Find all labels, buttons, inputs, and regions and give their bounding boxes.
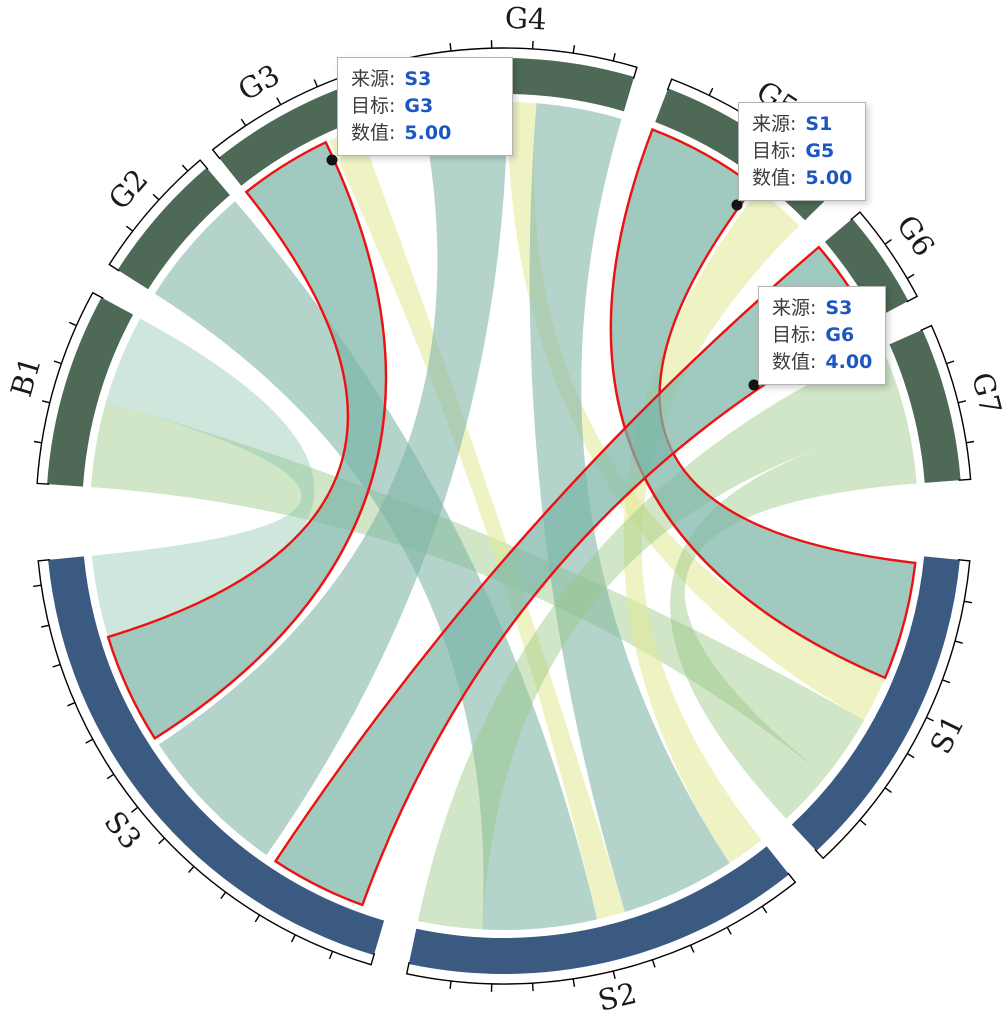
segment-arc-S1[interactable] xyxy=(791,556,960,851)
segment-arc-G7[interactable] xyxy=(889,329,961,483)
segment-label-S3: S3 xyxy=(98,805,149,856)
tooltip-value-label: 数值: xyxy=(351,122,396,144)
tooltip-value-value: 4.00 xyxy=(825,351,873,373)
tooltip-value-label: 数值: xyxy=(772,351,817,373)
segment-label-S2: S2 xyxy=(595,976,640,1018)
segment-label-G7: G7 xyxy=(965,369,1008,418)
segment-axis-G2 xyxy=(108,159,209,272)
tooltip-anchor-dot xyxy=(326,154,338,166)
tooltip-s1-g5: 来源: S1 目标: G5 数值: 5.00 xyxy=(738,102,867,201)
segment-axis-S3 xyxy=(33,559,376,966)
tooltip-source-value: S1 xyxy=(805,113,833,135)
tooltip-row: 来源: S1 xyxy=(752,111,852,138)
segment-axis-G6 xyxy=(850,211,919,303)
tooltip-row: 数值: 5.00 xyxy=(752,165,852,192)
segment-arc-G3[interactable] xyxy=(218,87,357,186)
tooltip-source-label: 来源: xyxy=(752,113,797,135)
ribbon-S3-B1[interactable] xyxy=(91,318,315,638)
tooltip-row: 数值: 4.00 xyxy=(772,349,872,376)
tooltip-s3-g3: 来源: S3 目标: G3 数值: 5.00 xyxy=(337,57,513,156)
ribbon-S2-G3[interactable] xyxy=(329,128,625,920)
segment-arc-S2[interactable] xyxy=(408,846,790,974)
tooltip-anchor-dot xyxy=(731,199,743,211)
tooltip-value-label: 数值: xyxy=(752,167,797,189)
tooltip-row: 目标: G3 xyxy=(351,93,499,120)
ribbon-S3-G6[interactable] xyxy=(273,245,872,907)
tooltip-row: 目标: G5 xyxy=(752,138,852,165)
segment-arc-G2[interactable] xyxy=(117,167,230,290)
segment-axis-S1 xyxy=(814,559,973,860)
segment-label-G3: G3 xyxy=(232,58,285,108)
ribbon-S2-G2[interactable] xyxy=(154,201,598,930)
ribbon-S2-G4[interactable] xyxy=(529,103,730,912)
tooltip-source-value: S3 xyxy=(825,297,853,319)
tooltip-value-value: 5.00 xyxy=(805,167,853,189)
segment-axis-S2 xyxy=(405,872,797,992)
highlighted-ribbons-layer xyxy=(106,127,917,907)
tooltip-target-value: G6 xyxy=(825,324,855,346)
ribbon-S1-G4[interactable] xyxy=(507,102,886,720)
tooltip-target-value: G3 xyxy=(404,95,434,117)
segment-axis-G7 xyxy=(920,324,975,481)
tooltip-source-value: S3 xyxy=(404,68,432,90)
segment-arc-S3[interactable] xyxy=(48,556,385,956)
tooltip-source-label: 来源: xyxy=(351,68,396,90)
segment-axis-B1 xyxy=(33,291,104,485)
tooltip-target-label: 目标: xyxy=(772,324,817,346)
tooltip-row: 数值: 5.00 xyxy=(351,120,499,147)
ribbon-S3-G4[interactable] xyxy=(158,101,508,856)
ribbon-S2-G5[interactable] xyxy=(623,189,800,864)
segment-arc-B1[interactable] xyxy=(47,297,134,487)
tooltip-value-value: 5.00 xyxy=(404,122,452,144)
segment-arc-G6[interactable] xyxy=(824,218,909,318)
ribbon-S2-G7[interactable] xyxy=(417,347,908,930)
segment-label-B1: B1 xyxy=(4,353,48,401)
ribbons-layer xyxy=(91,101,917,930)
tooltip-source-label: 来源: xyxy=(772,297,817,319)
ribbon-S3-G3[interactable] xyxy=(106,140,388,741)
tooltip-row: 来源: S3 xyxy=(772,295,872,322)
tooltip-s3-g6: 来源: S3 目标: G6 数值: 4.00 xyxy=(758,286,887,385)
tooltip-anchor-dot xyxy=(748,379,760,391)
tooltip-target-label: 目标: xyxy=(351,95,396,117)
segment-label-S1: S1 xyxy=(923,710,970,759)
segment-label-G6: G6 xyxy=(890,209,942,263)
segment-label-G4: G4 xyxy=(504,1,547,37)
tooltip-target-value: G5 xyxy=(805,140,835,162)
ribbon-S1-G5[interactable] xyxy=(609,127,917,680)
ribbon-S1-B1[interactable] xyxy=(91,401,865,777)
segment-label-G2: G2 xyxy=(102,162,155,216)
tooltip-row: 来源: S3 xyxy=(351,66,499,93)
tooltip-row: 目标: G6 xyxy=(772,322,872,349)
tooltip-target-label: 目标: xyxy=(752,140,797,162)
segment-axis-G4 xyxy=(409,40,638,79)
segment-axis-G3 xyxy=(211,76,345,160)
